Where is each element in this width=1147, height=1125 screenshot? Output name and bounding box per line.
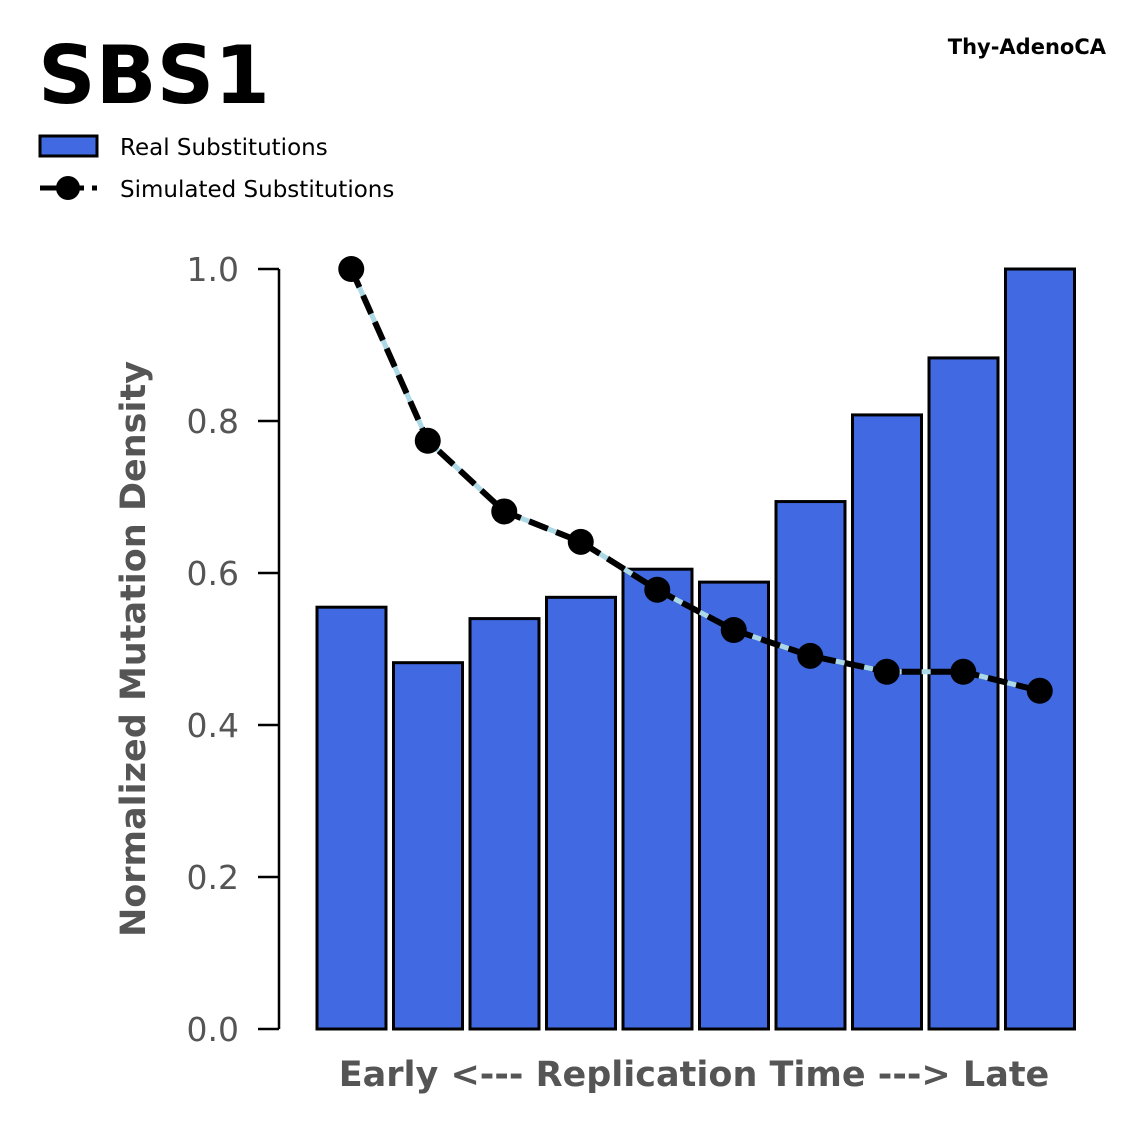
bar-real-substitutions (392, 661, 464, 1031)
y-tick-label: 0.4 (187, 706, 239, 745)
y-tick-label: 0.8 (187, 402, 239, 441)
point-simulated-substitutions (797, 642, 824, 669)
point-simulated-substitutions (491, 498, 518, 525)
bars (315, 267, 1076, 1031)
legend-label-simulated: Simulated Substitutions (120, 177, 394, 203)
legend-marker-simulated (56, 176, 80, 200)
point-simulated-substitutions (414, 427, 441, 454)
y-tick-label: 0.2 (187, 858, 239, 897)
y-axis: 0.0 0.2 0.4 0.6 0.8 1.0 (187, 250, 281, 1049)
point-simulated-substitutions (720, 617, 747, 643)
y-tick-label: 0.0 (187, 1010, 239, 1049)
bar-real-substitutions (927, 356, 1000, 1031)
y-tick-label: 0.6 (187, 554, 239, 593)
simulated-line-dashed (348, 267, 1041, 694)
chart-subtitle: Thy-AdenoCA (948, 35, 1107, 59)
bar-real-substitutions (698, 580, 770, 1031)
point-simulated-substitutions (873, 658, 900, 685)
point-simulated-substitutions (1026, 677, 1053, 704)
bar-real-substitutions (774, 500, 847, 1031)
chart-title: SBS1 (38, 29, 270, 122)
point-simulated-substitutions (338, 256, 365, 282)
y-axis-label: Normalized Mutation Density (114, 361, 154, 937)
bar-real-substitutions (621, 567, 694, 1031)
bar-real-substitutions (851, 413, 923, 1031)
bar-real-substitutions (1004, 267, 1076, 1031)
point-simulated-substitutions (567, 528, 594, 555)
point-simulated-substitutions (644, 576, 671, 603)
point-simulated-substitutions (950, 658, 977, 685)
simulated-line (338, 256, 1053, 704)
legend-swatch-real (38, 134, 99, 158)
y-tick-label: 1.0 (187, 250, 239, 289)
x-axis-label: Early <--- Replication Time ---> Late (339, 1055, 1050, 1095)
bar-real-substitutions (468, 617, 541, 1031)
legend-label-real: Real Substitutions (120, 135, 328, 161)
bar-real-substitutions (315, 605, 388, 1031)
bar-real-substitutions (545, 595, 617, 1031)
legend: Real Substitutions Simulated Substitutio… (38, 134, 394, 203)
